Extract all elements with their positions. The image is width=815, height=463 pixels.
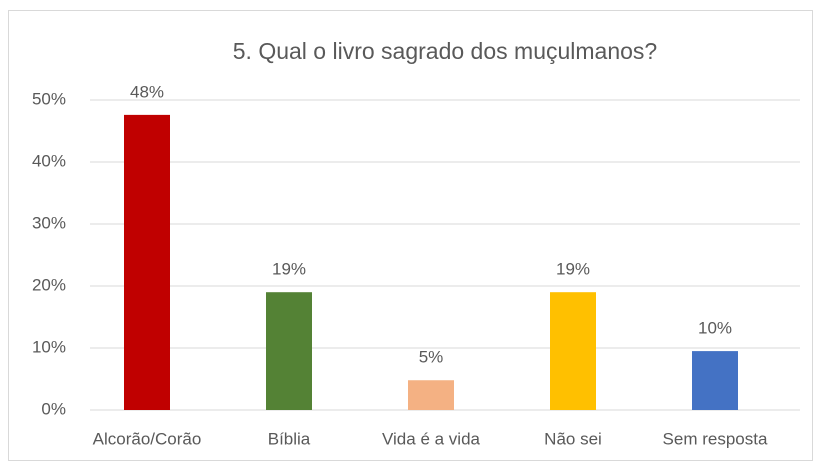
bar (550, 292, 596, 410)
data-label: 5% (419, 348, 444, 367)
y-tick-label: 50% (32, 89, 66, 108)
x-tick-label: Não sei (544, 429, 602, 448)
x-tick-label: Sem resposta (663, 429, 768, 448)
x-tick-label: Alcorão/Corão (93, 429, 202, 448)
y-tick-label: 40% (32, 151, 66, 170)
data-label: 10% (698, 319, 732, 338)
data-label: 48% (130, 82, 164, 101)
chart-title: 5. Qual o livro sagrado dos muçulmanos? (233, 38, 657, 64)
data-label: 19% (556, 260, 590, 279)
y-tick-label: 30% (32, 213, 66, 232)
bar (408, 380, 454, 410)
y-tick-label: 0% (41, 399, 66, 418)
bar (266, 292, 312, 410)
bar (692, 351, 738, 410)
x-tick-label: Bíblia (268, 429, 311, 448)
bar (124, 114, 170, 410)
data-label: 19% (272, 260, 306, 279)
y-tick-label: 10% (32, 337, 66, 356)
x-tick-label: Vida é a vida (382, 429, 481, 448)
y-tick-label: 20% (32, 275, 66, 294)
